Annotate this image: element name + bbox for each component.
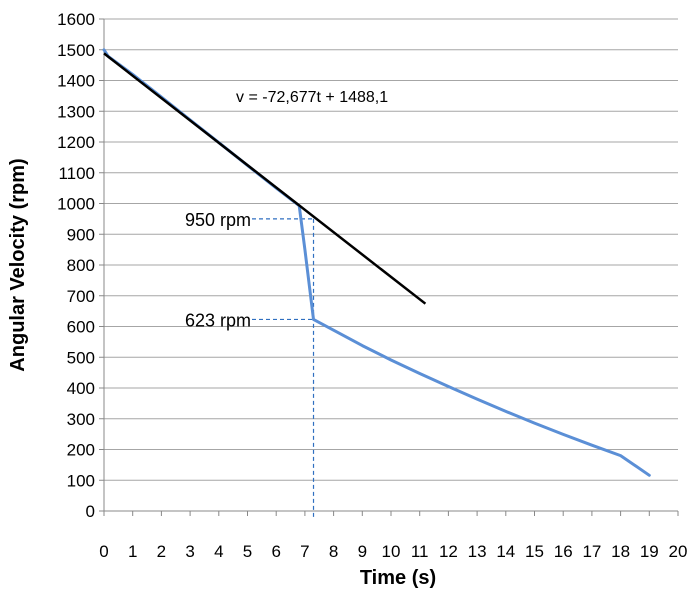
x-tick-label: 12 <box>439 542 458 561</box>
x-tick-label: 2 <box>157 542 166 561</box>
x-tick-label: 11 <box>411 542 429 561</box>
x-tick-label: 8 <box>329 542 338 561</box>
y-tick-label: 1400 <box>57 72 95 91</box>
x-tick-label: 10 <box>382 542 401 561</box>
x-tick-label: 17 <box>582 542 601 561</box>
guide-lines <box>252 218 315 519</box>
y-tick-label: 400 <box>67 379 95 398</box>
x-tick-label: 1 <box>128 542 137 561</box>
x-tick-label: 7 <box>300 542 309 561</box>
x-tick-label: 0 <box>99 542 108 561</box>
y-tick-label: 0 <box>86 502 95 521</box>
equation-label: v = -72,677t + 1488,1 <box>236 89 388 106</box>
x-tick-label: 13 <box>468 542 487 561</box>
y-tick-label: 1000 <box>57 195 95 214</box>
annotation-950-rpm: 950 rpm <box>185 210 251 230</box>
x-tick-label: 18 <box>611 542 630 561</box>
series-fit-line <box>103 52 427 305</box>
x-tick-label: 3 <box>185 542 194 561</box>
y-tick-label: 1500 <box>57 41 95 60</box>
series-measured-line <box>102 48 651 477</box>
axes <box>99 18 679 516</box>
x-tick-label: 4 <box>214 542 223 561</box>
x-tick-label: 16 <box>554 542 573 561</box>
y-tick-label: 700 <box>67 287 95 306</box>
y-tick-label: 800 <box>67 256 95 275</box>
tick-labels: 0100200300400500600700800900100011001200… <box>57 10 687 561</box>
y-tick-label: 500 <box>67 348 95 367</box>
y-tick-label: 1300 <box>57 102 95 121</box>
y-tick-label: 900 <box>67 225 95 244</box>
annotation-623-rpm: 623 rpm <box>185 310 251 330</box>
y-tick-label: 100 <box>67 471 95 490</box>
x-tick-label: 19 <box>640 542 659 561</box>
y-tick-label: 200 <box>67 441 95 460</box>
x-tick-label: 5 <box>243 542 252 561</box>
y-tick-label: 300 <box>67 410 95 429</box>
annotations: v = -72,677t + 1488,1 950 rpm 623 rpm <box>185 89 388 330</box>
y-tick-label: 600 <box>67 318 95 337</box>
y-tick-label: 1600 <box>57 10 95 29</box>
x-tick-label: 14 <box>496 542 515 561</box>
grid <box>104 18 678 481</box>
x-tick-label: 9 <box>358 542 367 561</box>
x-tick-label: 15 <box>525 542 544 561</box>
series <box>102 48 651 477</box>
y-tick-label: 1200 <box>57 133 95 152</box>
x-tick-label: 20 <box>669 542 688 561</box>
y-tick-label: 1100 <box>58 164 95 183</box>
x-axis-title: Time (s) <box>360 567 436 589</box>
y-axis-title: Angular Velocity (rpm) <box>7 158 29 371</box>
x-tick-label: 6 <box>271 542 280 561</box>
